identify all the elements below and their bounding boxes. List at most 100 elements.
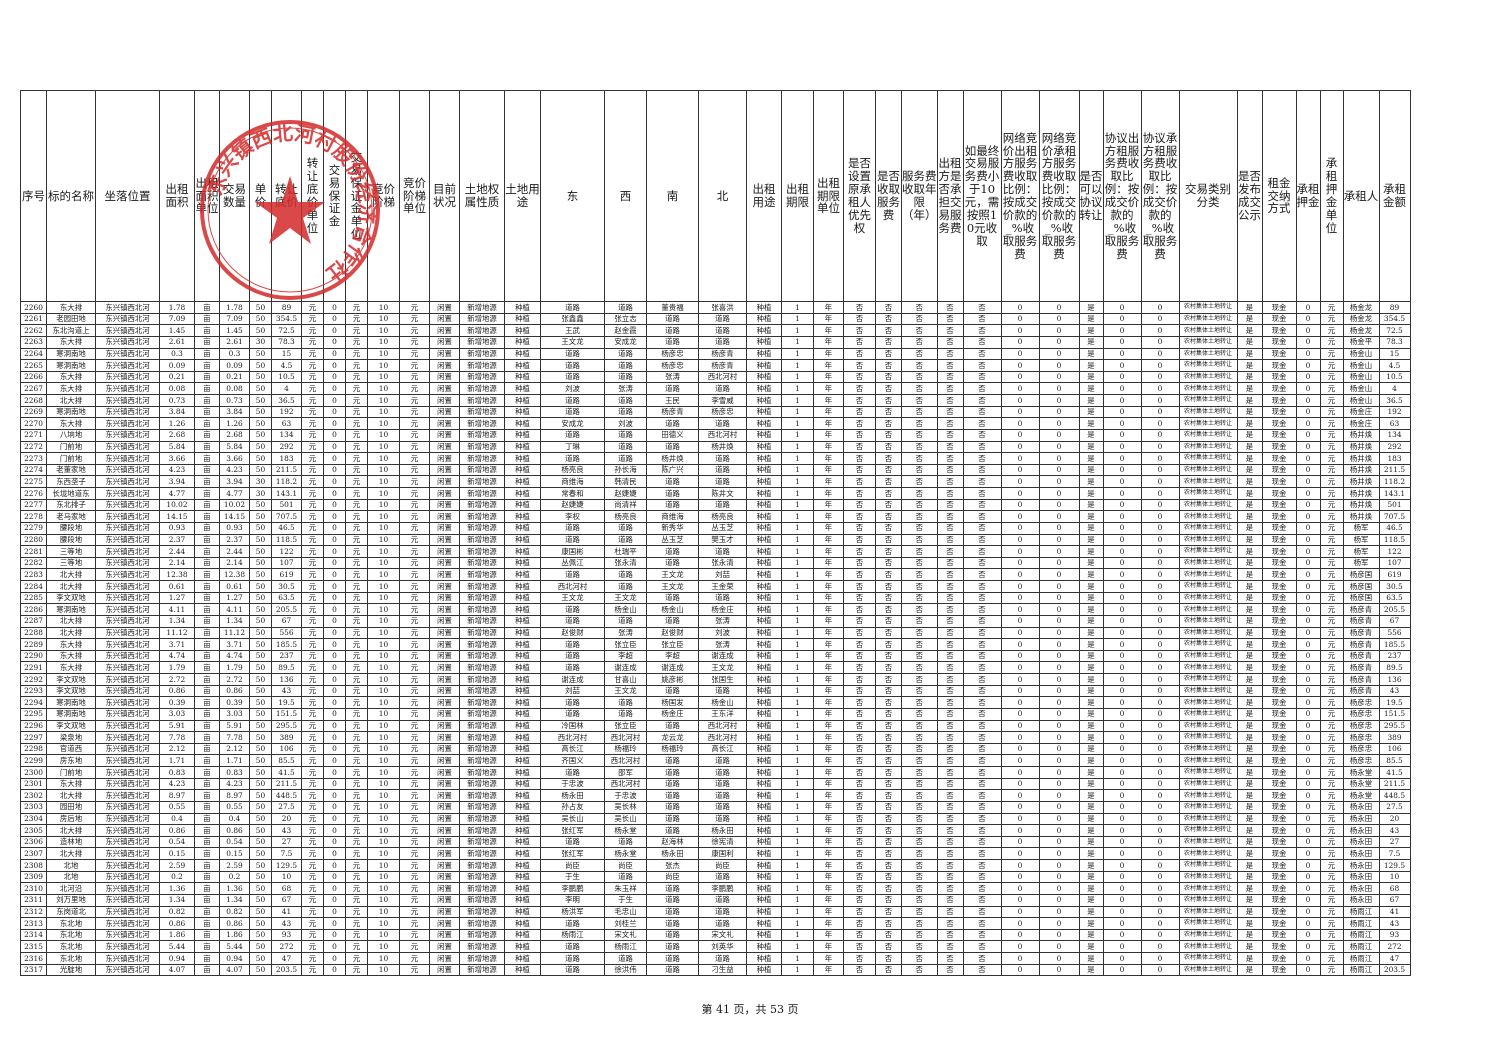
cell-price-unit: 元	[301, 812, 324, 826]
cell-negotiated-lessee-rate: 0	[1140, 719, 1180, 733]
cell-negotiable: 是	[1078, 452, 1104, 465]
table-row: 2280 腰段地 东兴镇西北河 2.37 亩 2.37 50 118.5 元 0 元 10 元闲置 新增地…	[20, 533, 1411, 547]
cell-status: 闲置	[429, 359, 460, 372]
cell-step-unit: 元	[399, 707, 430, 721]
cell-priority-right: 否	[843, 417, 876, 430]
cell-priority-right: 否	[843, 928, 876, 942]
cell-service-fee: 否	[875, 847, 902, 860]
cell-status: 闲置	[429, 568, 460, 581]
cell-lessor-pays-fee: 否	[936, 370, 964, 384]
cell-lease-use: 种植	[746, 301, 782, 314]
cell-lease-deposit: 0	[1295, 707, 1321, 721]
cell-boundary-south: 张立臣	[646, 638, 699, 651]
cell-lease-use: 种植	[746, 533, 782, 547]
cell-ownership: 新增地源	[459, 510, 505, 523]
cell-rent-amount: 107	[1378, 556, 1411, 570]
cell-boundary-south: 道路	[646, 684, 699, 698]
cell-boundary-east: 丛佩江	[540, 556, 605, 570]
cell-plot-name: 东大排	[46, 301, 96, 314]
cell-lease-deposit-unit: 元	[1319, 533, 1344, 547]
cell-lease-use: 种植	[746, 614, 782, 628]
cell-quantity: 0.08	[219, 382, 250, 395]
cell-rent-amount: 292	[1378, 440, 1411, 454]
cell-lease-deposit-unit: 元	[1319, 766, 1344, 779]
cell-row-id: 2275	[20, 475, 47, 488]
cell-publish-result: 是	[1236, 301, 1263, 314]
cell-lease-deposit: 0	[1295, 568, 1321, 581]
cell-plot-name: 老董家地	[46, 463, 96, 477]
cell-reserve-price: 192	[271, 405, 302, 419]
cell-lease-term: 1	[781, 591, 814, 605]
cell-step-unit: 元	[399, 510, 430, 523]
cell-price-unit: 元	[301, 359, 324, 372]
cell-land-use: 种植	[504, 661, 541, 674]
cell-status: 闲置	[429, 905, 460, 919]
cell-trade-category: 农村集体土地转让	[1178, 556, 1238, 570]
cell-lessor-pays-fee: 否	[936, 475, 964, 488]
cell-plot-name: 李文双地	[46, 591, 96, 605]
cell-fee-years: 否	[901, 742, 938, 756]
cell-land-use: 种植	[504, 696, 541, 709]
cell-status: 闲置	[429, 684, 460, 698]
cell-row-id: 2279	[20, 521, 47, 535]
cell-location: 东兴镇西北河	[95, 824, 160, 837]
cell-step-unit: 元	[399, 487, 430, 500]
cell-min-fee: 否	[962, 580, 1002, 593]
cell-status: 闲置	[429, 301, 460, 314]
cell-term-unit: 年	[813, 487, 844, 500]
cell-ownership: 新增地源	[459, 580, 505, 593]
cell-priority-right: 否	[843, 940, 876, 953]
column-header: 是否收取服务费	[875, 90, 902, 302]
cell-land-use: 种植	[504, 731, 541, 744]
cell-row-id: 2302	[20, 789, 47, 802]
cell-location: 东兴镇西北河	[95, 452, 160, 465]
cell-lessor-pays-fee: 否	[936, 766, 964, 779]
cell-deposit-unit: 元	[345, 812, 368, 826]
cell-lease-deposit: 0	[1295, 335, 1321, 349]
cell-quantity: 0.55	[219, 800, 250, 814]
cell-min-fee: 否	[962, 835, 1002, 849]
cell-priority-right: 否	[843, 661, 876, 674]
cell-ownership: 新增地源	[459, 301, 505, 314]
cell-bid-step: 10	[367, 591, 400, 605]
cell-deposit: 0	[323, 370, 346, 384]
cell-boundary-south: 杨井焕	[646, 452, 699, 465]
cell-online-lessee-rate: 0	[1038, 312, 1080, 326]
cell-negotiated-lessee-rate: 0	[1140, 649, 1180, 663]
cell-online-lessor-rate: 0	[1000, 498, 1040, 512]
cell-quantity: 5.44	[219, 940, 250, 953]
cell-lease-use: 种植	[746, 312, 782, 326]
cell-lease-use: 种植	[746, 603, 782, 616]
cell-lease-use: 种植	[746, 882, 782, 895]
cell-area-unit: 亩	[194, 707, 220, 721]
cell-area-unit: 亩	[194, 417, 220, 430]
cell-land-use: 种植	[504, 580, 541, 593]
cell-priority-right: 否	[843, 463, 876, 477]
cell-ownership: 新增地源	[459, 417, 505, 430]
cell-deposit-unit: 元	[345, 707, 368, 721]
cell-deposit: 0	[323, 568, 346, 581]
cell-lessor-pays-fee: 否	[936, 312, 964, 326]
cell-negotiated-lessor-rate: 0	[1102, 859, 1142, 872]
cell-fee-years: 否	[901, 428, 938, 442]
table-row: 2315 东北地 东兴镇西北河 5.44 亩 5.44 50 272 元 0 元 10 元闲置 新增地源种…	[20, 940, 1411, 953]
cell-rent-amount: 10.5	[1378, 370, 1411, 384]
cell-negotiable: 是	[1078, 835, 1104, 849]
cell-boundary-east: 道路	[540, 766, 605, 779]
cell-status: 闲置	[429, 428, 460, 442]
cell-quantity: 8.97	[219, 789, 250, 802]
cell-area: 5.91	[159, 719, 195, 733]
cell-fee-years: 否	[901, 521, 938, 535]
cell-area-unit: 亩	[194, 521, 220, 535]
cell-tenant: 杨彦忠	[1342, 742, 1380, 756]
cell-land-use: 种植	[504, 673, 541, 686]
cell-fee-years: 否	[901, 812, 938, 826]
cell-publish-result: 是	[1236, 463, 1263, 477]
cell-term-unit: 年	[813, 510, 844, 523]
cell-deposit: 0	[323, 882, 346, 895]
cell-online-lessee-rate: 0	[1038, 475, 1080, 488]
cell-publish-result: 是	[1236, 893, 1263, 907]
cell-boundary-west: 张永清	[604, 556, 647, 570]
cell-deposit: 0	[323, 847, 346, 860]
cell-step-unit: 元	[399, 777, 430, 791]
